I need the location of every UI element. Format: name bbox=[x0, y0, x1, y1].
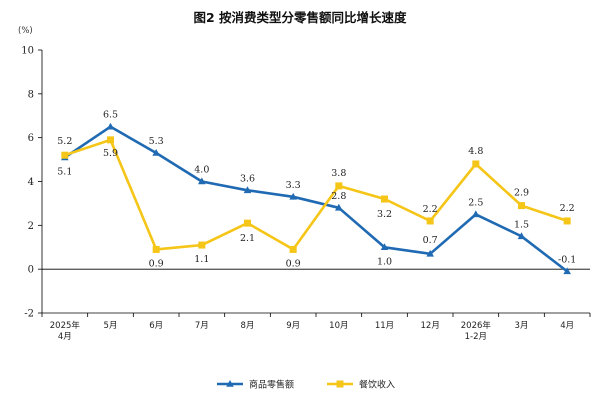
data-label-retail: 2.8 bbox=[331, 191, 346, 202]
point-catering bbox=[107, 136, 114, 144]
y-tick-label: 2 bbox=[28, 221, 34, 232]
x-tick-label: 4月 bbox=[560, 321, 574, 331]
x-tick-label: 3月 bbox=[515, 321, 529, 331]
chart-title: 图2 按消费类型分零售额同比增长速度 bbox=[193, 10, 407, 25]
point-retail bbox=[472, 210, 480, 218]
data-label-retail: 1.5 bbox=[514, 219, 529, 230]
data-label-catering: 2.2 bbox=[423, 204, 438, 215]
y-axis-unit-label: (%) bbox=[18, 26, 33, 36]
series-line-catering bbox=[64, 138, 568, 251]
x-tick-label: 5月 bbox=[104, 321, 118, 331]
point-retail bbox=[289, 192, 297, 200]
point-catering bbox=[563, 217, 571, 225]
point-catering bbox=[198, 241, 206, 249]
y-tick-label: 6 bbox=[28, 133, 34, 144]
x-tick-label: 2025年 4月 bbox=[50, 320, 81, 342]
data-label-catering: 0.9 bbox=[149, 258, 164, 269]
legend-label-catering: 餐饮收入 bbox=[359, 379, 395, 391]
point-catering bbox=[335, 182, 343, 190]
data-label-catering: 4.8 bbox=[468, 146, 483, 157]
series-line-retail bbox=[64, 125, 568, 273]
axes: -2 0 2 4 6 8 10 2025年 4月 5月 6月 7月 8月 9月 10月 11月 12月 2026年… bbox=[21, 46, 591, 342]
point-catering bbox=[289, 245, 297, 253]
legend-label-retail: 商品零售额 bbox=[249, 379, 294, 391]
legend: 商品零售额 餐饮收入 bbox=[217, 379, 395, 391]
data-label-catering: 3.8 bbox=[331, 168, 346, 179]
point-retail bbox=[106, 122, 115, 130]
y-tick-label: 0 bbox=[28, 265, 34, 276]
data-label-catering: 1.1 bbox=[194, 254, 209, 265]
point-catering bbox=[381, 195, 388, 203]
point-catering bbox=[152, 245, 160, 253]
point-retail bbox=[426, 249, 434, 257]
data-label-catering: 5.9 bbox=[103, 148, 118, 159]
data-label-retail: 1.0 bbox=[377, 256, 392, 267]
point-retail bbox=[380, 243, 389, 251]
data-label-retail: 3.3 bbox=[286, 180, 301, 191]
x-tick-label: 2026年 1-2月 bbox=[461, 320, 492, 342]
data-label-retail: -0.1 bbox=[558, 254, 576, 265]
x-tick-label: 10月 bbox=[329, 321, 348, 331]
point-retail bbox=[335, 203, 343, 211]
y-tick-label: 10 bbox=[21, 46, 34, 57]
point-retail bbox=[243, 186, 252, 194]
x-tick-label: 11月 bbox=[375, 321, 394, 331]
data-label-catering: 2.2 bbox=[560, 203, 575, 214]
x-tick-label: 8月 bbox=[241, 321, 255, 331]
x-tick-label: 6月 bbox=[149, 321, 163, 331]
data-label-retail: 6.5 bbox=[103, 110, 118, 121]
data-label-catering: 3.2 bbox=[377, 209, 392, 220]
series-layer bbox=[61, 122, 571, 275]
point-retail bbox=[563, 267, 571, 275]
point-catering bbox=[472, 160, 480, 168]
x-tick-label: 9月 bbox=[286, 321, 300, 331]
legend-marker-catering bbox=[336, 380, 344, 388]
data-label-catering: 2.9 bbox=[514, 188, 529, 199]
x-tick-label: 7月 bbox=[195, 321, 209, 331]
legend-marker-retail bbox=[226, 380, 234, 387]
point-catering bbox=[61, 151, 69, 159]
point-retail bbox=[517, 232, 526, 240]
point-catering bbox=[518, 202, 525, 210]
data-label-catering: 5.2 bbox=[57, 136, 72, 147]
data-label-retail: 5.3 bbox=[149, 136, 164, 147]
y-tick-label: 8 bbox=[28, 89, 34, 100]
data-label-catering: 2.1 bbox=[240, 233, 255, 244]
y-tick-label: -2 bbox=[24, 309, 34, 320]
point-catering bbox=[244, 219, 251, 227]
data-label-retail: 4.0 bbox=[194, 165, 209, 176]
point-retail bbox=[152, 149, 160, 156]
data-label-retail: 0.7 bbox=[423, 235, 438, 246]
point-catering bbox=[426, 217, 434, 225]
point-retail bbox=[198, 177, 206, 185]
data-label-retail: 3.6 bbox=[240, 173, 255, 184]
y-tick-label: 4 bbox=[28, 177, 34, 188]
data-label-catering: 0.9 bbox=[286, 258, 301, 269]
data-labels-layer: 5.1 6.5 5.3 4.0 3.6 3.3 2.8 1.0 0.7 2.5 1.5 -0.1 5.2… bbox=[57, 110, 576, 270]
data-label-retail: 5.1 bbox=[57, 166, 72, 177]
x-tick-label: 12月 bbox=[421, 321, 440, 331]
data-label-retail: 2.5 bbox=[468, 197, 483, 208]
